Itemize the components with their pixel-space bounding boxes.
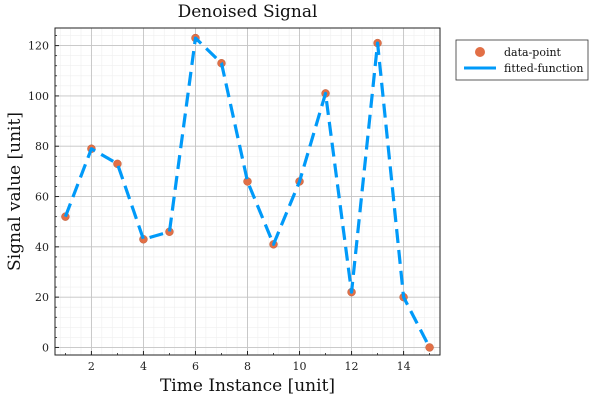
- y-tick-label: 120: [28, 40, 49, 53]
- x-tick-label: 10: [293, 360, 307, 373]
- ticks: 2 4 6 8 10 12 14 0 20 40 60 80 100 120: [28, 35, 430, 373]
- legend-box: [455, 39, 589, 81]
- x-tick-label: 4: [140, 360, 147, 373]
- data-point: [425, 343, 434, 352]
- x-axis-label: Time Instance [unit]: [160, 376, 335, 396]
- y-tick-label: 60: [35, 191, 49, 204]
- y-axis-label: Signal value [unit]: [5, 112, 25, 271]
- x-tick-label: 12: [345, 360, 359, 373]
- grid: [55, 28, 440, 355]
- legend-label-data-point: data-point: [504, 46, 562, 59]
- x-tick-label: 14: [397, 360, 411, 373]
- x-tick-label: 2: [88, 360, 95, 373]
- legend: data-point fitted-function: [455, 39, 589, 81]
- y-tick-label: 20: [35, 291, 49, 304]
- legend-marker-data-point: [475, 47, 485, 57]
- y-tick-label: 100: [28, 90, 49, 103]
- legend-label-fitted-function: fitted-function: [504, 62, 584, 75]
- x-tick-label: 6: [192, 360, 199, 373]
- y-tick-label: 80: [35, 140, 49, 153]
- y-tick-label: 0: [42, 341, 49, 354]
- y-tick-label: 40: [35, 241, 49, 254]
- x-tick-label: 8: [244, 360, 251, 373]
- chart-title: Denoised Signal: [178, 2, 318, 22]
- fitted-function-line: [63, 36, 432, 349]
